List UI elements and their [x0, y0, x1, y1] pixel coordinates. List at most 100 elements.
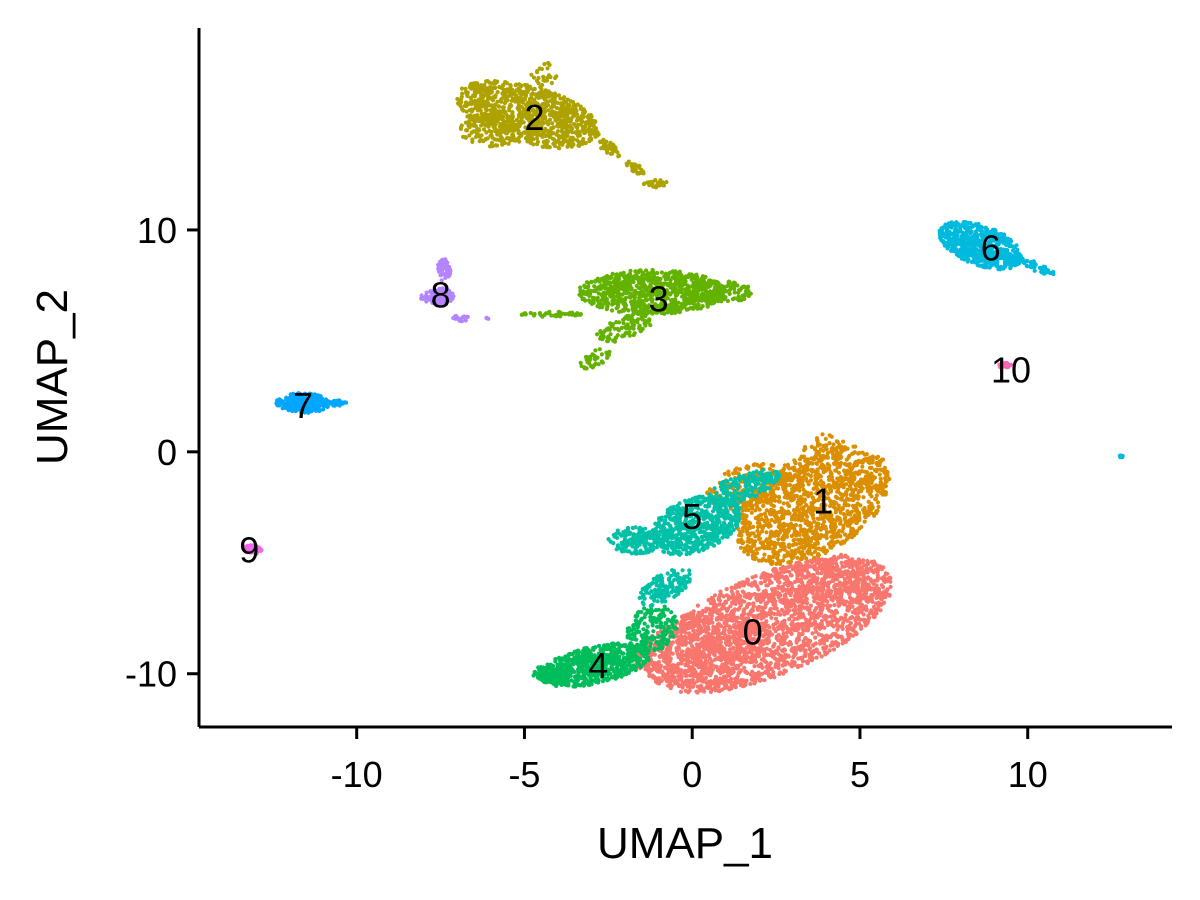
data-point — [861, 508, 865, 512]
data-point — [835, 481, 839, 485]
data-point — [696, 652, 700, 656]
data-point — [667, 679, 671, 683]
data-point — [760, 558, 764, 562]
data-point — [497, 85, 501, 89]
data-point — [847, 478, 851, 482]
data-point — [738, 467, 742, 471]
data-point — [786, 523, 790, 527]
data-point — [821, 646, 825, 650]
data-point — [806, 550, 810, 554]
data-point — [727, 473, 731, 477]
data-point — [853, 450, 857, 454]
data-point — [682, 625, 686, 629]
data-point — [789, 604, 793, 608]
data-point — [872, 485, 876, 489]
data-point — [680, 649, 684, 653]
data-point — [832, 555, 836, 559]
data-point — [708, 650, 712, 654]
data-point — [858, 604, 862, 608]
data-point — [750, 504, 754, 508]
data-point — [778, 500, 782, 504]
data-point — [732, 598, 736, 602]
data-point — [722, 651, 726, 655]
data-point — [787, 545, 791, 549]
data-point — [822, 560, 826, 564]
data-point — [777, 595, 781, 599]
data-point — [750, 581, 754, 585]
data-point — [761, 504, 765, 508]
data-point — [823, 581, 827, 585]
data-point — [742, 666, 746, 670]
data-point — [832, 647, 836, 651]
data-point — [812, 599, 816, 603]
data-point — [827, 441, 831, 445]
data-point — [724, 683, 728, 687]
data-point — [841, 507, 845, 511]
data-point — [748, 526, 752, 530]
data-point — [851, 498, 855, 502]
data-point — [679, 677, 683, 681]
data-point — [794, 652, 798, 656]
data-point — [863, 520, 867, 524]
data-point — [692, 637, 696, 641]
data-point — [812, 573, 816, 577]
data-point — [777, 495, 781, 499]
data-point — [803, 537, 807, 541]
data-point — [831, 561, 835, 565]
data-point — [809, 650, 813, 654]
data-point — [826, 456, 830, 460]
data-point — [689, 616, 693, 620]
data-point — [722, 594, 726, 598]
data-point — [846, 637, 850, 641]
data-point — [680, 620, 684, 624]
data-point — [725, 609, 729, 613]
data-point — [718, 593, 722, 597]
data-point — [800, 573, 804, 577]
data-point — [864, 607, 868, 611]
data-point — [659, 654, 663, 658]
data-point — [824, 617, 828, 621]
data-point — [800, 554, 804, 558]
data-point — [761, 462, 765, 466]
data-point — [866, 575, 870, 579]
data-point — [825, 594, 829, 598]
data-point — [859, 485, 863, 489]
data-point — [824, 467, 828, 471]
data-point — [868, 597, 872, 601]
data-point — [843, 572, 847, 576]
data-point — [848, 571, 852, 575]
data-point — [583, 109, 587, 113]
data-point — [763, 512, 767, 516]
data-point — [852, 574, 856, 578]
data-point — [725, 587, 729, 591]
data-point — [872, 559, 876, 563]
data-point — [515, 118, 519, 122]
data-point — [758, 508, 762, 512]
data-point — [793, 663, 797, 667]
data-point — [730, 586, 734, 590]
data-point — [707, 598, 711, 602]
data-point — [548, 118, 552, 122]
data-point — [858, 618, 862, 622]
data-point — [772, 642, 776, 646]
data-point — [811, 545, 815, 549]
data-point — [809, 604, 813, 608]
data-point — [821, 454, 825, 458]
data-point — [772, 627, 776, 631]
data-point — [806, 643, 810, 647]
data-point — [848, 578, 852, 582]
data-point — [802, 615, 806, 619]
data-point — [766, 600, 770, 604]
data-point — [838, 465, 842, 469]
data-point — [569, 99, 573, 103]
data-point — [817, 562, 821, 566]
data-point — [839, 553, 843, 557]
data-point — [816, 553, 820, 557]
data-point — [578, 133, 582, 137]
data-point — [798, 524, 802, 528]
data-point — [650, 661, 654, 665]
data-point — [745, 514, 749, 518]
data-point — [878, 462, 882, 466]
data-point — [682, 635, 686, 639]
data-point — [806, 494, 810, 498]
